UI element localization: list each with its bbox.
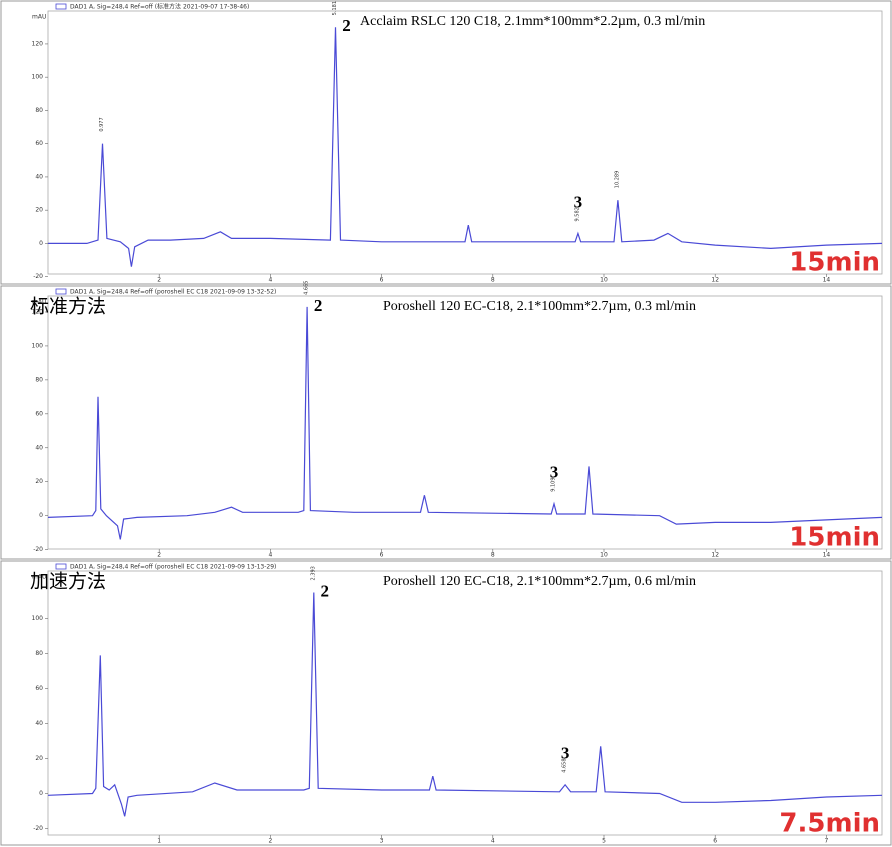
peak-label: 2	[321, 581, 330, 600]
legend-icon	[55, 3, 67, 10]
x-tick-label: 2	[157, 552, 161, 559]
retention-time-label: 9.109	[550, 477, 556, 491]
panel-header: DAD1 A, Sig=248,4 Ref=off (标准方法 2021-09-…	[70, 3, 249, 11]
retention-time-label: 10.289	[614, 171, 620, 189]
panel-frame	[0, 0, 892, 285]
y-axis-label: mAU	[32, 299, 46, 306]
y-tick-label: 20	[35, 755, 43, 762]
y-tick-label: 0	[39, 240, 43, 247]
legend-icon	[55, 563, 67, 570]
x-tick-label: 14	[823, 552, 831, 559]
chromatogram-trace	[48, 27, 883, 267]
x-tick-label: 10	[600, 552, 608, 559]
peak-label: 3	[574, 192, 583, 211]
y-tick-label: -20	[33, 273, 43, 280]
x-tick-label: 10	[600, 277, 608, 284]
y-tick-label: -20	[33, 546, 43, 553]
peak-label: 3	[550, 463, 559, 482]
y-tick-label: 120	[32, 308, 44, 315]
y-axis-label: mAU	[32, 574, 46, 581]
y-axis-label: mAU	[32, 14, 46, 21]
x-tick-label: 5	[602, 838, 606, 845]
run-time-label: 15min	[789, 248, 880, 278]
x-tick-label: 8	[491, 277, 495, 284]
y-tick-label: 60	[35, 140, 43, 147]
y-tick-label: 80	[35, 107, 43, 114]
y-tick-label: 100	[32, 74, 44, 81]
retention-time-label: 4.665	[304, 281, 310, 295]
column-conditions: Acclaim RSLC 120 C18, 2.1mm*100mm*2.2µm,…	[360, 14, 705, 29]
x-tick-label: 2	[157, 277, 161, 284]
y-tick-label: 60	[35, 410, 43, 417]
panel-header: DAD1 A, Sig=248,4 Ref=off (poroshell EC …	[70, 564, 276, 571]
x-tick-label: 14	[823, 277, 831, 284]
panel-frame	[0, 285, 892, 560]
peak-label: 2	[314, 296, 323, 315]
x-tick-label: 6	[380, 277, 384, 284]
plot-frame	[47, 10, 883, 275]
method-label: 标准方法	[30, 296, 106, 318]
panel-frame	[0, 560, 892, 846]
retention-time-label: 2.393	[310, 566, 316, 580]
x-tick-label: 6	[713, 838, 717, 845]
y-tick-label: 0	[39, 790, 43, 797]
y-tick-label: 100	[32, 342, 44, 349]
method-label: 加速方法	[30, 571, 106, 593]
legend-icon	[55, 288, 67, 295]
x-tick-label: 4	[268, 277, 272, 284]
y-tick-label: 20	[35, 478, 43, 485]
x-tick-label: 12	[711, 277, 719, 284]
y-tick-label: 120	[32, 40, 44, 47]
y-tick-label: 40	[35, 444, 43, 451]
y-tick-label: 80	[35, 376, 43, 383]
y-tick-label: 20	[35, 207, 43, 214]
y-tick-label: 0	[39, 512, 43, 519]
x-tick-label: 7	[824, 838, 828, 845]
y-tick-label: 40	[35, 173, 43, 180]
x-tick-label: 1	[157, 838, 161, 845]
plot-frame	[47, 295, 883, 550]
peak-label: 2	[342, 16, 351, 35]
retention-time-label: 5.181	[332, 1, 338, 15]
retention-time-label: 0.977	[99, 117, 105, 131]
x-tick-label: 12	[711, 552, 719, 559]
y-tick-label: 100	[32, 615, 44, 622]
x-tick-label: 3	[380, 838, 384, 845]
column-conditions: Poroshell 120 EC-C18, 2.1*100mm*2.7µm, 0…	[383, 299, 696, 314]
y-tick-label: -20	[33, 825, 43, 832]
x-tick-label: 4	[491, 838, 495, 845]
x-tick-label: 2	[268, 838, 272, 845]
run-time-label: 15min	[789, 523, 880, 553]
y-tick-label: 80	[35, 650, 43, 657]
plot-frame	[47, 570, 883, 836]
chromatogram-trace	[47, 306, 883, 540]
y-tick-label: 40	[35, 720, 43, 727]
retention-time-label: 4.658	[562, 758, 568, 772]
x-tick-label: 6	[380, 552, 384, 559]
x-tick-label: 8	[491, 552, 495, 559]
peak-label: 3	[561, 744, 570, 763]
chromatogram-trace	[47, 592, 883, 817]
y-tick-label: 60	[35, 685, 43, 692]
run-time-label: 7.5min	[779, 809, 880, 839]
x-tick-label: 4	[268, 552, 272, 559]
column-conditions: Poroshell 120 EC-C18, 2.1*100mm*2.7µm, 0…	[383, 574, 696, 589]
retention-time-label: 9.582	[574, 207, 580, 221]
panel-header: DAD1 A, Sig=248,4 Ref=off (poroshell EC …	[70, 289, 276, 296]
